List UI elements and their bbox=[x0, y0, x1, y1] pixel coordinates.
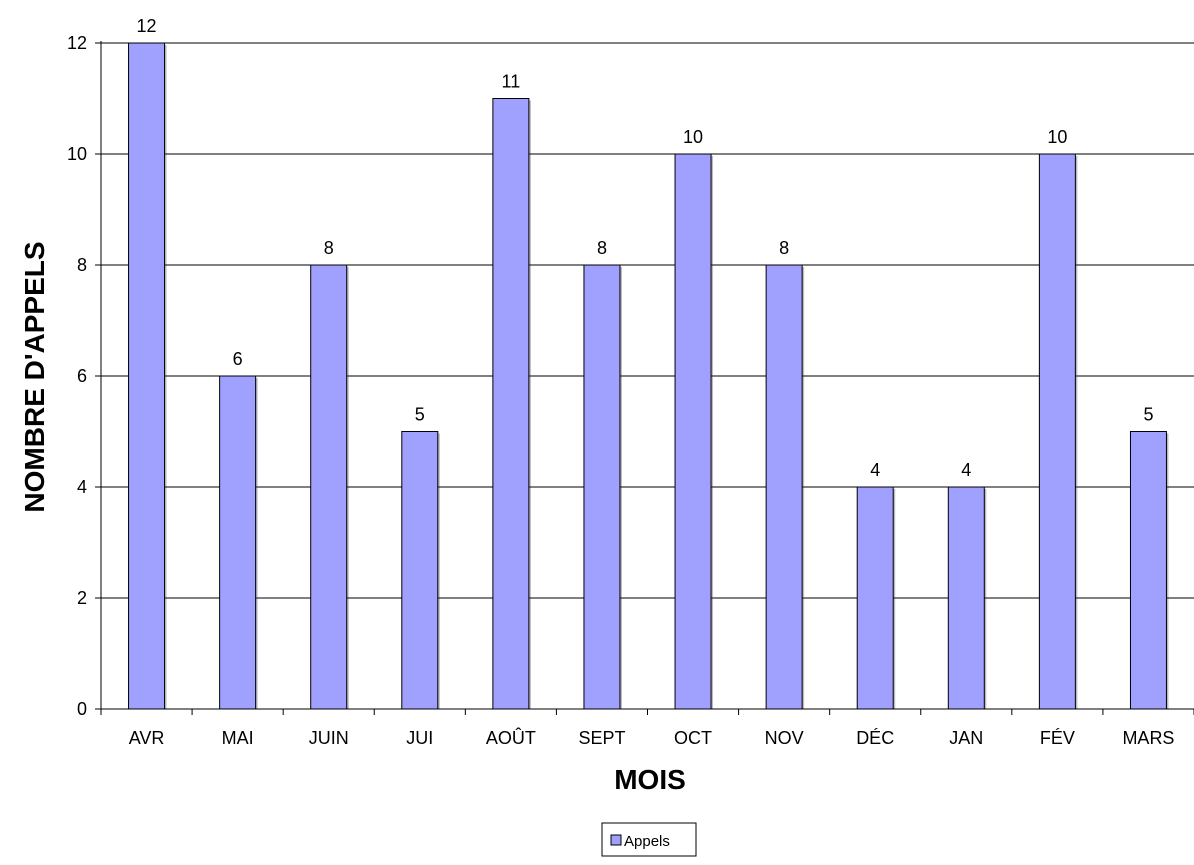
y-tick-label-6: 6 bbox=[77, 366, 87, 386]
bar-oct bbox=[674, 153, 712, 710]
x-tick-label-août: AOÛT bbox=[486, 727, 536, 748]
data-label-jan: 4 bbox=[961, 460, 971, 480]
data-label-fév: 10 bbox=[1047, 127, 1067, 147]
y-axis-title: NOMBRE D'APPELS bbox=[19, 241, 50, 512]
legend-swatch-appels bbox=[610, 834, 622, 846]
y-tick-label-12: 12 bbox=[67, 33, 87, 53]
gridlines bbox=[101, 42, 1194, 599]
bar-avr bbox=[128, 42, 166, 710]
data-label-oct: 10 bbox=[683, 127, 703, 147]
x-tick-label-déc: DÉC bbox=[856, 728, 894, 748]
data-label-sept: 8 bbox=[597, 238, 607, 258]
data-label-mars: 5 bbox=[1143, 405, 1153, 425]
y-tick-label-10: 10 bbox=[67, 144, 87, 164]
data-label-avr: 12 bbox=[137, 16, 157, 36]
legend-label-appels: Appels bbox=[624, 833, 670, 850]
data-label-jui: 5 bbox=[415, 405, 425, 425]
y-tick-label-2: 2 bbox=[77, 588, 87, 608]
bar-fév bbox=[1038, 153, 1076, 710]
bar-jan bbox=[947, 486, 985, 710]
x-tick-label-mars: MARS bbox=[1122, 728, 1174, 748]
data-label-juin: 8 bbox=[324, 238, 334, 258]
x-axis-title: MOIS bbox=[614, 764, 686, 795]
bar-mai bbox=[219, 375, 257, 710]
bar-mars bbox=[1129, 431, 1167, 710]
data-labels: 12 6 8 5 11 8 10 8 4 4 10 5 bbox=[137, 16, 1154, 480]
x-tick-label-fév: FÉV bbox=[1040, 728, 1075, 748]
y-tick-label-0: 0 bbox=[77, 699, 87, 719]
data-label-mai: 6 bbox=[233, 349, 243, 369]
bar-déc bbox=[856, 486, 894, 710]
bars bbox=[128, 42, 1169, 710]
legend: Appels bbox=[601, 822, 697, 857]
bar-nov bbox=[765, 264, 803, 710]
data-label-août: 11 bbox=[502, 72, 521, 92]
y-tick-label-8: 8 bbox=[77, 255, 87, 275]
x-tick-label-jan: JAN bbox=[949, 728, 983, 748]
data-label-nov: 8 bbox=[779, 238, 789, 258]
x-tick-label-oct: OCT bbox=[674, 728, 712, 748]
y-tick-label-4: 4 bbox=[77, 477, 87, 497]
bar-sept bbox=[583, 264, 621, 710]
data-label-déc: 4 bbox=[870, 460, 880, 480]
x-tick-label-avr: AVR bbox=[129, 728, 165, 748]
x-tick-label-juin: JUIN bbox=[309, 728, 349, 748]
bar-juin bbox=[310, 264, 348, 710]
x-tick-label-sept: SEPT bbox=[578, 728, 625, 748]
x-tick-label-nov: NOV bbox=[765, 728, 804, 748]
bar-août bbox=[492, 98, 530, 710]
bar-jui bbox=[401, 431, 439, 710]
x-tick-label-mai: MAI bbox=[222, 728, 254, 748]
axes: 0 2 4 6 8 10 12 AVR MAI JUIN JUI AOÛT SEPT OCT NOV DÉC J… bbox=[67, 33, 1194, 748]
x-tick-label-jui: JUI bbox=[406, 728, 433, 748]
